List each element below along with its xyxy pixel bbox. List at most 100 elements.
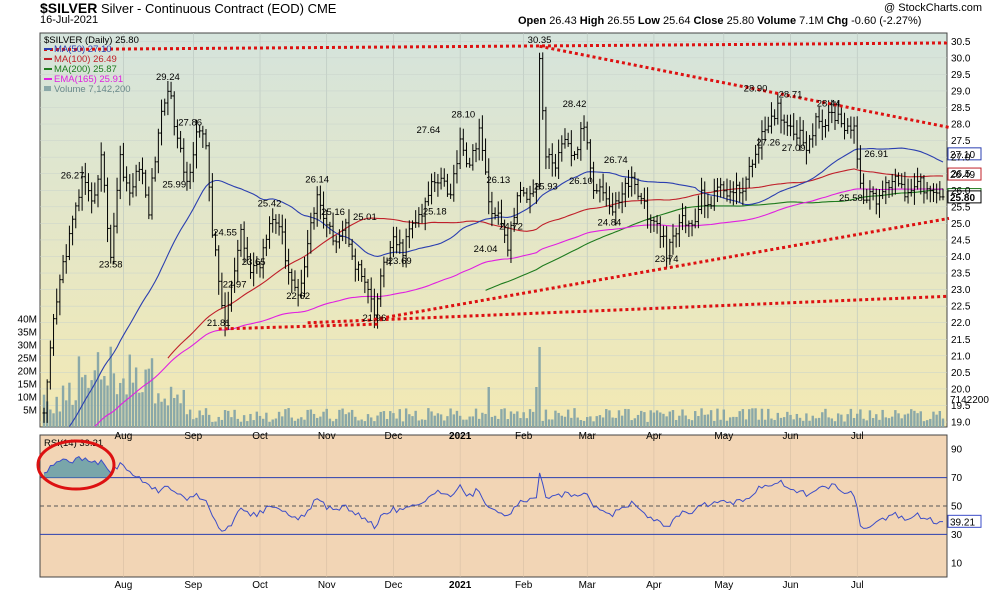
x-tick-label: Mar bbox=[579, 431, 597, 442]
ohlc-summary: Open 26.43 High 26.55 Low 25.64 Close 25… bbox=[518, 15, 921, 27]
price-annotation: 26.10 bbox=[569, 176, 593, 187]
volume-bar bbox=[703, 414, 706, 427]
volume-bar bbox=[214, 421, 217, 427]
volume-bar bbox=[77, 356, 81, 427]
volume-bar bbox=[719, 419, 722, 427]
legend-volume: Volume 7,142,200 bbox=[54, 84, 131, 95]
x-tick-label: Aug bbox=[115, 580, 133, 591]
volume-bar bbox=[519, 418, 522, 427]
x-tick-label: Sep bbox=[184, 431, 202, 442]
ma50-line bbox=[68, 147, 944, 427]
rsi-tick-label: 30 bbox=[951, 530, 963, 541]
volume-bar bbox=[916, 413, 919, 427]
volume-bar bbox=[709, 410, 713, 427]
volume-bar bbox=[436, 413, 440, 427]
rsi-last-label: 39.21 bbox=[950, 517, 975, 528]
volume-bar bbox=[49, 409, 52, 427]
volume-bar bbox=[728, 417, 732, 427]
volume-bar bbox=[242, 415, 246, 427]
y-tick-label: 30.0 bbox=[951, 53, 971, 64]
volume-bar bbox=[935, 414, 938, 427]
chart-symbol-title: $SILVER Silver - Continuous Contract (EO… bbox=[40, 0, 336, 16]
volume-bar bbox=[223, 410, 227, 427]
volume-bar bbox=[824, 408, 827, 427]
legend-title: $SILVER (Daily) 25.80 bbox=[44, 35, 139, 46]
x-tick-label: Feb bbox=[515, 580, 533, 591]
volume-bar bbox=[188, 409, 192, 427]
price-annotation: 25.16 bbox=[321, 207, 345, 218]
volume-bar bbox=[493, 415, 497, 427]
volume-bar bbox=[414, 410, 417, 427]
copyright[interactable]: @ StockCharts.com bbox=[884, 2, 982, 14]
volume-bar bbox=[608, 410, 611, 427]
y-tick-label: 19.0 bbox=[951, 418, 971, 429]
volume-bar bbox=[554, 410, 557, 427]
volume-bar bbox=[884, 417, 888, 427]
legend-ma50: MA(50) 27.10 bbox=[54, 44, 112, 55]
volume-bar bbox=[671, 410, 675, 427]
volume-bar bbox=[252, 420, 255, 427]
volume-bar bbox=[309, 409, 313, 427]
volume-bar bbox=[220, 419, 224, 427]
volume-bar bbox=[592, 421, 595, 427]
ma100-line bbox=[167, 168, 944, 359]
price-annotation: 23.74 bbox=[655, 254, 679, 265]
volume-bar bbox=[757, 419, 760, 427]
volume-bar bbox=[182, 389, 185, 427]
volume-bar bbox=[586, 417, 589, 427]
symbol: $SILVER bbox=[40, 0, 98, 16]
volume-bar bbox=[385, 418, 389, 427]
volume-bar bbox=[268, 421, 271, 427]
price-annotation: 24.72 bbox=[499, 222, 523, 233]
volume-bar bbox=[748, 409, 751, 427]
last-value-badge bbox=[947, 147, 982, 161]
volume-bar bbox=[99, 379, 103, 427]
volume-bar bbox=[830, 418, 834, 427]
volume-bar bbox=[90, 380, 93, 427]
volume-bar bbox=[198, 410, 201, 427]
volume-bar bbox=[160, 401, 163, 427]
volume-bar bbox=[192, 419, 195, 427]
volume-bar bbox=[846, 414, 849, 427]
y-tick-label: 27.5 bbox=[951, 136, 971, 147]
volume-bar bbox=[455, 410, 459, 427]
volume-bar bbox=[354, 416, 357, 427]
volume-bar bbox=[360, 419, 363, 427]
volume-bar bbox=[760, 408, 764, 427]
volume-bar bbox=[446, 416, 449, 427]
volume-bar bbox=[605, 409, 608, 427]
volume-bar bbox=[58, 411, 62, 427]
volume-bar bbox=[776, 412, 780, 427]
volume-bar bbox=[925, 420, 929, 427]
volume-bar bbox=[700, 408, 703, 427]
volume-bar bbox=[293, 420, 297, 427]
price-annotation: 24.55 bbox=[213, 227, 237, 238]
volume-bar bbox=[68, 382, 71, 427]
volume-bar bbox=[541, 420, 544, 427]
volume-bar bbox=[649, 410, 652, 427]
volume-bar bbox=[840, 414, 843, 427]
high-value: 26.55 bbox=[607, 15, 635, 27]
volume-tick-label: 5M bbox=[23, 406, 37, 417]
volume-bar bbox=[420, 419, 424, 427]
volume-bar bbox=[74, 400, 77, 427]
volume-bar bbox=[922, 421, 926, 427]
last-value-label: 25.80 bbox=[950, 193, 975, 204]
volume-bar bbox=[61, 385, 65, 427]
volume-bar bbox=[795, 413, 799, 427]
close-label: Close bbox=[693, 15, 724, 27]
price-annotation: 25.99 bbox=[162, 180, 186, 191]
volume-bar bbox=[763, 419, 767, 427]
volume-bar bbox=[573, 408, 576, 427]
legend-ma100: MA(100) 26.49 bbox=[54, 54, 117, 65]
y-tick-label: 30.5 bbox=[951, 37, 971, 48]
volume-bar bbox=[115, 394, 119, 427]
volume-bar bbox=[185, 414, 189, 427]
volume-bar bbox=[325, 408, 328, 427]
volume-bar bbox=[490, 416, 494, 427]
volume-bar bbox=[614, 417, 618, 427]
x-tick-label: Apr bbox=[646, 580, 662, 591]
price-annotation: 26.91 bbox=[864, 149, 888, 160]
volume-bar bbox=[814, 418, 818, 427]
volume-bar bbox=[894, 410, 897, 427]
